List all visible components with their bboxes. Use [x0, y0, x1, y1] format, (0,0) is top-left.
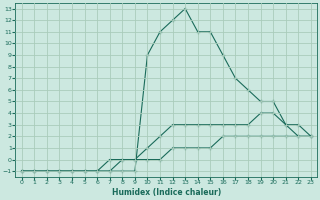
X-axis label: Humidex (Indice chaleur): Humidex (Indice chaleur)	[112, 188, 221, 197]
